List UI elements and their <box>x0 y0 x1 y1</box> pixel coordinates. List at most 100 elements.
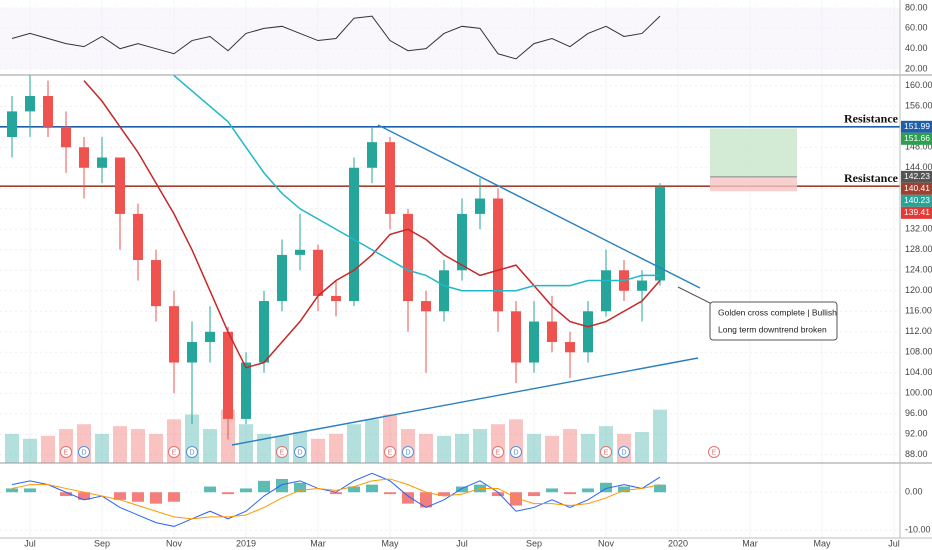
candle-body <box>259 301 269 363</box>
x-tick-label: Mar <box>742 538 758 548</box>
candle-body <box>367 142 377 168</box>
target-zone <box>710 128 797 177</box>
macd-histogram-bar <box>492 492 504 497</box>
volume-bar <box>203 429 217 463</box>
candle-body <box>25 96 35 112</box>
moving-average <box>173 74 660 292</box>
event-label: E <box>64 449 69 456</box>
price-tag <box>901 206 932 219</box>
x-tick-label: Nov <box>598 538 615 548</box>
volume-bar <box>131 429 145 463</box>
y-tick-label: 104.00 <box>905 367 932 377</box>
volume-bar <box>347 424 361 463</box>
y-tick-label: 124.00 <box>905 265 932 275</box>
volume-bar <box>41 435 55 463</box>
macd-histogram-bar <box>456 486 468 493</box>
candle-body <box>349 167 359 302</box>
volume-bar <box>437 435 451 463</box>
price-tag-label: 151.66 <box>904 133 930 143</box>
x-tick-label: 2019 <box>236 538 256 548</box>
candle-body <box>115 157 125 214</box>
candle-body <box>223 331 233 419</box>
y-tick-label: 132.00 <box>905 224 932 234</box>
volume-bar <box>545 435 559 463</box>
candle-body <box>61 126 71 148</box>
price-tag-label: 151.99 <box>904 121 930 131</box>
price-tag <box>901 132 932 145</box>
price-tag <box>901 194 932 207</box>
macd-histogram-bar <box>78 492 90 500</box>
macd-line <box>11 472 661 527</box>
x-tick-label: Jul <box>888 538 900 548</box>
volume-bar <box>95 433 109 463</box>
volume-bar <box>329 433 343 463</box>
y-tick-label: 60.00 <box>905 23 928 33</box>
event-label: E <box>496 449 501 456</box>
volume-bar <box>653 409 667 463</box>
price-tag-label: 140.23 <box>904 195 930 205</box>
y-tick-label: 80.00 <box>905 2 928 12</box>
macd-histogram-bar <box>132 492 144 502</box>
price-tag-label: 142.23 <box>904 171 930 181</box>
macd-histogram-bar <box>438 492 450 497</box>
event-label: E <box>280 449 285 456</box>
y-tick-label: 0.00 <box>905 487 923 497</box>
y-tick-label: 112.00 <box>905 326 932 336</box>
event-label: E <box>172 449 177 456</box>
macd-histogram-bar <box>564 492 576 495</box>
price-tag <box>901 120 932 133</box>
event-marker <box>168 446 180 458</box>
candle-body <box>169 306 179 363</box>
candle-body <box>655 187 665 281</box>
event-marker <box>78 446 90 458</box>
x-tick-label: 2020 <box>668 538 688 548</box>
event-label: D <box>189 449 194 456</box>
event-marker <box>510 446 522 458</box>
event-label: D <box>297 449 302 456</box>
candle-body <box>331 295 341 302</box>
candle-body <box>565 342 575 353</box>
macd-histogram-bar <box>366 484 378 493</box>
moving-average <box>83 80 661 369</box>
y-tick-label: 40.00 <box>905 43 928 53</box>
candle-body <box>187 342 197 363</box>
macd-histogram-bar <box>384 492 396 495</box>
macd-histogram-bar <box>618 486 630 493</box>
macd-histogram-bar <box>6 488 18 493</box>
y-tick-label: 128.00 <box>905 244 932 254</box>
macd-histogram-bar <box>294 482 306 493</box>
candle-body <box>313 249 323 296</box>
x-tick-label: May <box>381 538 399 548</box>
macd-histogram-bar <box>204 486 216 493</box>
volume-bar <box>419 433 433 463</box>
macd-histogram-bar <box>510 492 522 506</box>
price-tag-label: 140.41 <box>904 183 930 193</box>
candle-body <box>385 142 395 214</box>
candle-body <box>205 331 215 343</box>
volume-bar <box>563 429 577 463</box>
x-tick-label: Mar <box>310 538 326 548</box>
event-label: D <box>621 449 626 456</box>
price-tag-label: 139.41 <box>904 207 930 217</box>
volume-bar <box>239 424 253 463</box>
downtrend-line <box>377 124 701 289</box>
candle-body <box>493 198 503 312</box>
candle-body <box>475 198 485 214</box>
volume-bar <box>257 433 271 463</box>
event-marker <box>492 446 504 458</box>
macd-histogram-bar <box>24 488 36 493</box>
resistance-label: Resistance <box>844 171 899 185</box>
y-tick-label: 148.00 <box>905 142 932 152</box>
callout-box <box>709 301 838 341</box>
y-tick-label: 156.00 <box>905 101 932 111</box>
y-tick-label: -10.00 <box>905 525 931 535</box>
x-tick-label: Nov <box>166 538 183 548</box>
annotation: Long term downtrend broken <box>718 324 827 334</box>
candle-body <box>7 111 17 138</box>
event-marker <box>600 446 612 458</box>
macd-histogram-bar <box>114 492 126 500</box>
candle-body <box>439 270 449 312</box>
volume-bar <box>527 433 541 463</box>
y-tick-label: 144.00 <box>905 162 932 172</box>
